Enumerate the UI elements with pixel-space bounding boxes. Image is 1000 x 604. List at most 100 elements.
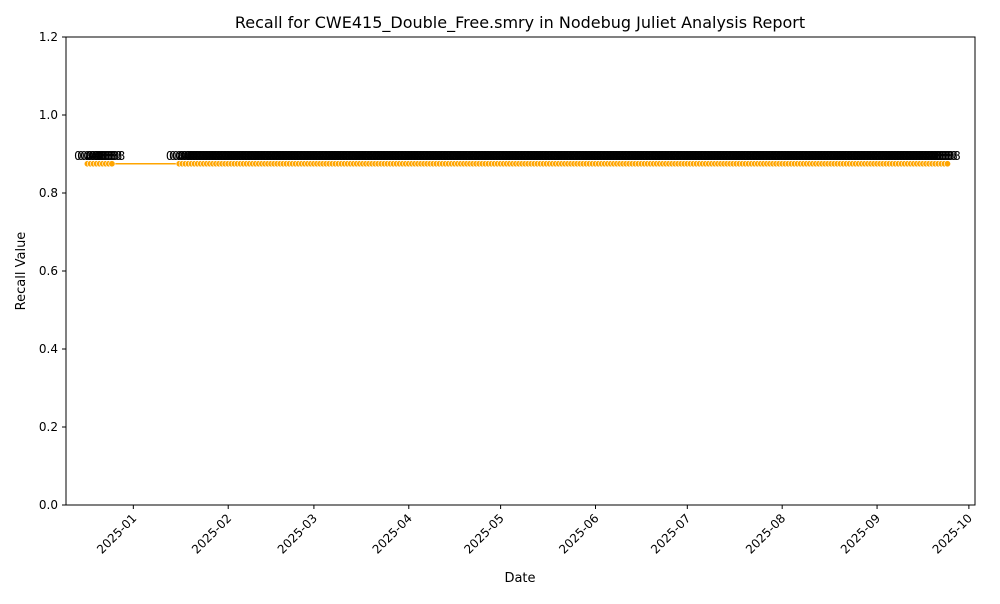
data-label: 0.88 [398,149,425,163]
data-label: 0.88 [582,149,609,163]
data-label: 0.88 [77,149,104,163]
data-label: 0.88 [934,149,961,163]
data-label: 0.88 [885,149,912,163]
data-label: 0.88 [775,149,802,163]
data-label: 0.88 [273,149,300,163]
data-label: 0.88 [555,149,582,163]
x-axis-label: Date [504,571,535,586]
data-label: 0.88 [600,149,627,163]
data-labels: 0.880.880.880.880.880.880.880.880.88 0.88… [74,149,961,163]
data-label: 0.88 [297,149,324,163]
data-label: 0.88 [766,149,793,163]
data-label: 0.88 [212,149,239,163]
data-label: 0.88 [454,149,481,163]
data-label: 0.88 [86,149,113,163]
data-label: 0.88 [570,149,597,163]
data-label: 0.88 [891,149,918,163]
data-label: 0.88 [374,149,401,163]
data-label: 0.88 [359,149,386,163]
data-label: 0.88 [353,149,380,163]
data-label: 0.88 [178,149,205,163]
data-label: 0.88 [689,149,716,163]
data-label: 0.88 [423,149,450,163]
data-label: 0.88 [851,149,878,163]
x-axis: 2025-01 2025-02 2025-03 2025-04 2025-05 2025-… [94,505,975,557]
data-label: 0.88 [542,149,569,163]
data-label: 0.88 [674,149,701,163]
data-label: 0.88 [230,149,257,163]
data-label: 0.88 [405,149,432,163]
data-label: 0.88 [169,149,196,163]
y-tick-label: 0.8 [39,186,58,200]
data-point [108,160,116,168]
data-label: 0.88 [331,149,358,163]
data-label: 0.88 [741,149,768,163]
data-label: 0.88 [236,149,263,163]
data-label: 0.88 [931,149,958,163]
data-label: 0.88 [594,149,621,163]
data-label: 0.88 [842,149,869,163]
data-label: 0.88 [313,149,340,163]
data-label: 0.88 [451,149,478,163]
data-label: 0.88 [735,149,762,163]
data-label: 0.88 [503,149,530,163]
data-label: 0.88 [882,149,909,163]
data-label: 0.88 [80,149,107,163]
data-label: 0.88 [252,149,279,163]
data-label: 0.88 [919,149,946,163]
data-label: 0.88 [478,149,505,163]
data-label: 0.88 [585,149,612,163]
data-label: 0.88 [346,149,373,163]
data-label: 0.88 [420,149,447,163]
data-label: 0.88 [380,149,407,163]
data-label: 0.88 [839,149,866,163]
data-label: 0.88 [827,149,854,163]
data-label: 0.88 [913,149,940,163]
data-label: 0.88 [732,149,759,163]
data-label: 0.88 [922,149,949,163]
data-label: 0.88 [548,149,575,163]
y-axis: 0.0 0.2 0.4 0.6 0.8 1.0 1.2 [39,30,66,512]
data-label: 0.88 [343,149,370,163]
data-label: 0.88 [447,149,474,163]
data-label: 0.88 [744,149,771,163]
data-label: 0.88 [604,149,631,163]
data-label: 0.88 [362,149,389,163]
data-label: 0.88 [307,149,334,163]
data-label: 0.88 [411,149,438,163]
chart-title: Recall for CWE415_Double_Free.smry in No… [235,13,805,33]
data-label: 0.88 [668,149,695,163]
data-label: 0.88 [245,149,272,163]
x-tick-label: 2025-09 [838,511,883,556]
data-label: 0.88 [701,149,728,163]
data-label: 0.88 [757,149,784,163]
data-label: 0.88 [796,149,823,163]
data-label: 0.88 [172,149,199,163]
data-label: 0.88 [539,149,566,163]
data-label: 0.88 [928,149,955,163]
data-label: 0.88 [368,149,395,163]
data-label: 0.88 [879,149,906,163]
data-label: 0.88 [818,149,845,163]
data-label: 0.88 [233,149,260,163]
data-label: 0.88 [304,149,331,163]
data-label: 0.88 [337,149,364,163]
y-tick-label: 0.0 [39,498,58,512]
y-tick-label: 0.2 [39,420,58,434]
data-label: 0.88 [515,149,542,163]
data-label: 0.88 [365,149,392,163]
data-label: 0.88 [772,149,799,163]
data-label: 0.88 [677,149,704,163]
data-label: 0.88 [322,149,349,163]
data-label: 0.88 [190,149,217,163]
data-label: 0.88 [729,149,756,163]
plot-frame [65,36,976,506]
data-label: 0.88 [472,149,499,163]
data-label: 0.88 [567,149,594,163]
data-label: 0.88 [717,149,744,163]
data-label: 0.88 [809,149,836,163]
data-label: 0.88 [870,149,897,163]
data-label: 0.88 [833,149,860,163]
data-point [943,160,951,168]
data-label: 0.88 [469,149,496,163]
